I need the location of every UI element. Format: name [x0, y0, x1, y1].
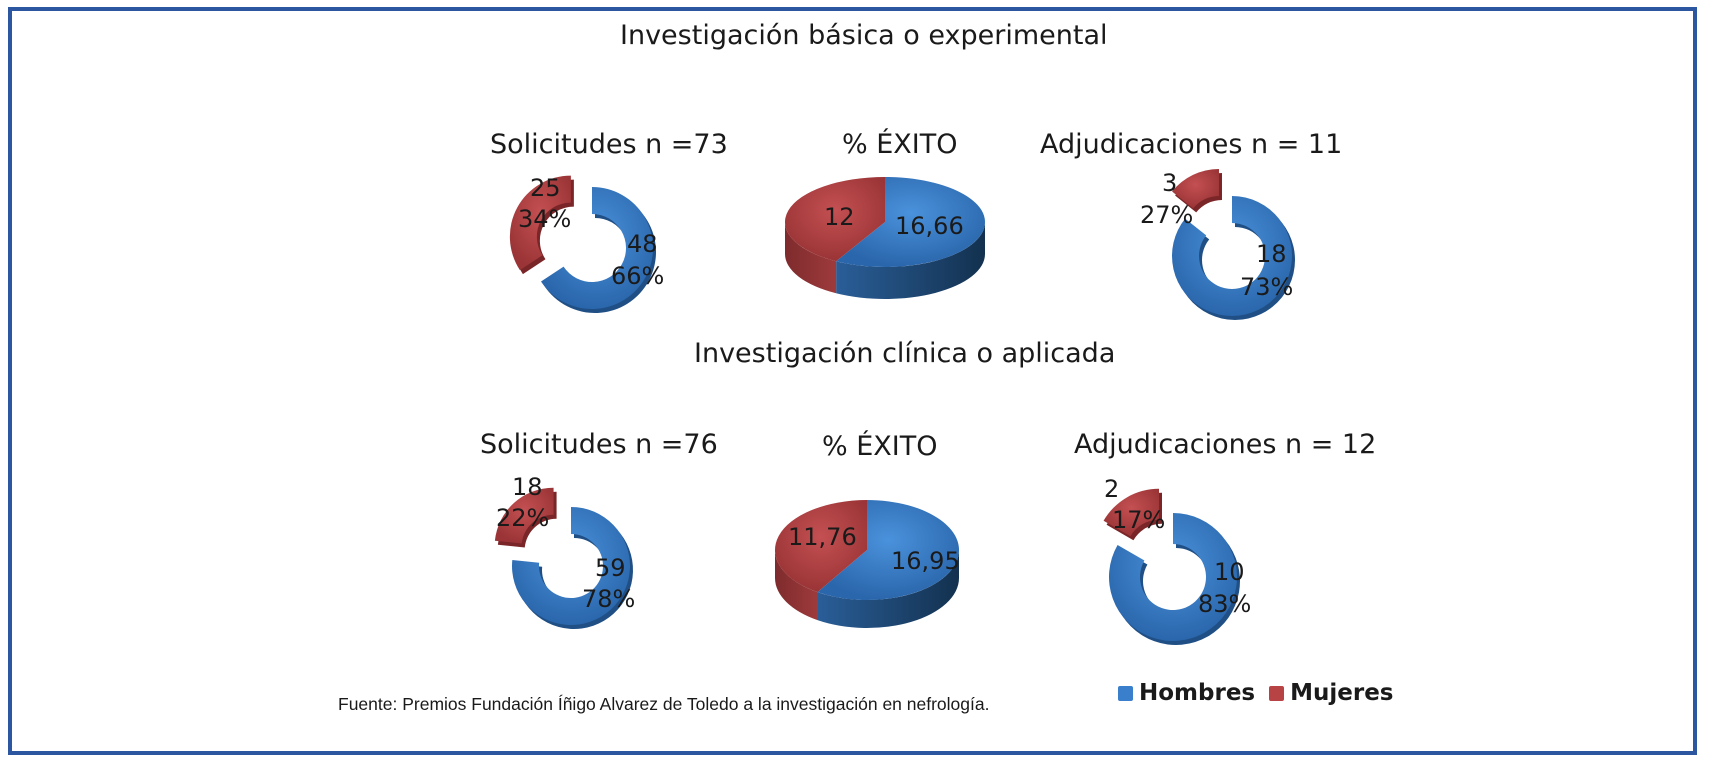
- donut-solicitudes-clinica: [494, 487, 633, 630]
- chart-title-exito-clinica: % ÉXITO: [822, 431, 938, 462]
- data-label-hombres-value: 16,95: [891, 547, 960, 575]
- donut-slice-mujeres: [494, 487, 554, 544]
- legend-swatch-mujeres: [1269, 685, 1285, 701]
- data-label-hombres-percent: 66%: [611, 262, 665, 290]
- pie-slice-mujeres: [775, 500, 867, 593]
- data-label-mujeres-value: 3: [1162, 169, 1178, 197]
- donut-slice-mujeres: [1172, 168, 1219, 209]
- pie-slice-mujeres: [785, 177, 885, 262]
- pie-side-mujeres: [775, 550, 818, 621]
- chart-title-solicitudes-basica: Solicitudes n =73: [490, 129, 728, 160]
- pie-exito-basica: [784, 177, 985, 299]
- figure-frame: [8, 7, 1697, 755]
- donut-slice-mujeres: [1103, 488, 1159, 537]
- pie-slice-hombres: [817, 500, 960, 600]
- chart-title-adjudicaciones-clinica: Adjudicaciones n = 12: [1074, 429, 1377, 460]
- legend-swatch-hombres: [1118, 685, 1133, 701]
- section-title-clinica: Investigación clínica o aplicada: [694, 338, 1116, 369]
- donut-slice-hombres: [511, 507, 630, 626]
- legend-label-mujeres: Mujeres: [1290, 680, 1394, 706]
- data-label-mujeres-value: 11,76: [788, 523, 857, 551]
- legend-label-hombres: Hombres: [1139, 680, 1256, 706]
- pie-slice-hombres: [836, 177, 985, 267]
- data-label-hombres-value: 59: [595, 554, 626, 582]
- donut-solicitudes-basica: [509, 175, 656, 314]
- chart-title-exito-basica: % ÉXITO: [842, 129, 958, 160]
- data-label-mujeres-value: 25: [530, 174, 561, 202]
- donut-slice-mujeres: [509, 175, 571, 271]
- data-label-mujeres-percent: 27%: [1140, 201, 1194, 229]
- chart-title-solicitudes-clinica: Solicitudes n =76: [480, 429, 718, 460]
- data-label-mujeres-value: 18: [512, 473, 543, 501]
- donut-slice-hombres: [1108, 513, 1237, 641]
- donut-slice-hombres: [541, 187, 653, 310]
- data-label-hombres-percent: 73%: [1240, 273, 1294, 301]
- donut-adjudicaciones-basica: [1172, 168, 1295, 320]
- data-label-mujeres-percent: 22%: [496, 504, 550, 532]
- donut-slice-hombres: [1172, 196, 1292, 316]
- pie-side-hombres: [817, 550, 959, 628]
- data-label-mujeres-value: 12: [824, 203, 855, 231]
- data-label-hombres-percent: 83%: [1198, 590, 1252, 618]
- pie-side-mujeres: [784, 222, 837, 294]
- data-label-hombres-value: 48: [627, 230, 658, 258]
- source-note: Fuente: Premios Fundación Íñigo Alvarez …: [338, 694, 990, 714]
- chart-title-adjudicaciones-basica: Adjudicaciones n = 11: [1040, 129, 1343, 160]
- legend: Hombres Mujeres: [1118, 680, 1394, 706]
- data-label-mujeres-percent: 34%: [518, 205, 572, 233]
- data-label-hombres-value: 18: [1256, 240, 1287, 268]
- pie-exito-clinica: [775, 500, 960, 628]
- data-label-hombres-percent: 78%: [582, 585, 636, 613]
- data-label-mujeres-value: 2: [1104, 475, 1120, 503]
- data-label-mujeres-percent: 17%: [1112, 506, 1166, 534]
- section-title-basica: Investigación básica o experimental: [620, 20, 1108, 51]
- donut-adjudicaciones-clinica: [1103, 488, 1240, 645]
- pie-side-hombres: [836, 222, 985, 299]
- data-label-hombres-value: 16,66: [895, 212, 964, 240]
- data-label-hombres-value: 10: [1214, 558, 1245, 586]
